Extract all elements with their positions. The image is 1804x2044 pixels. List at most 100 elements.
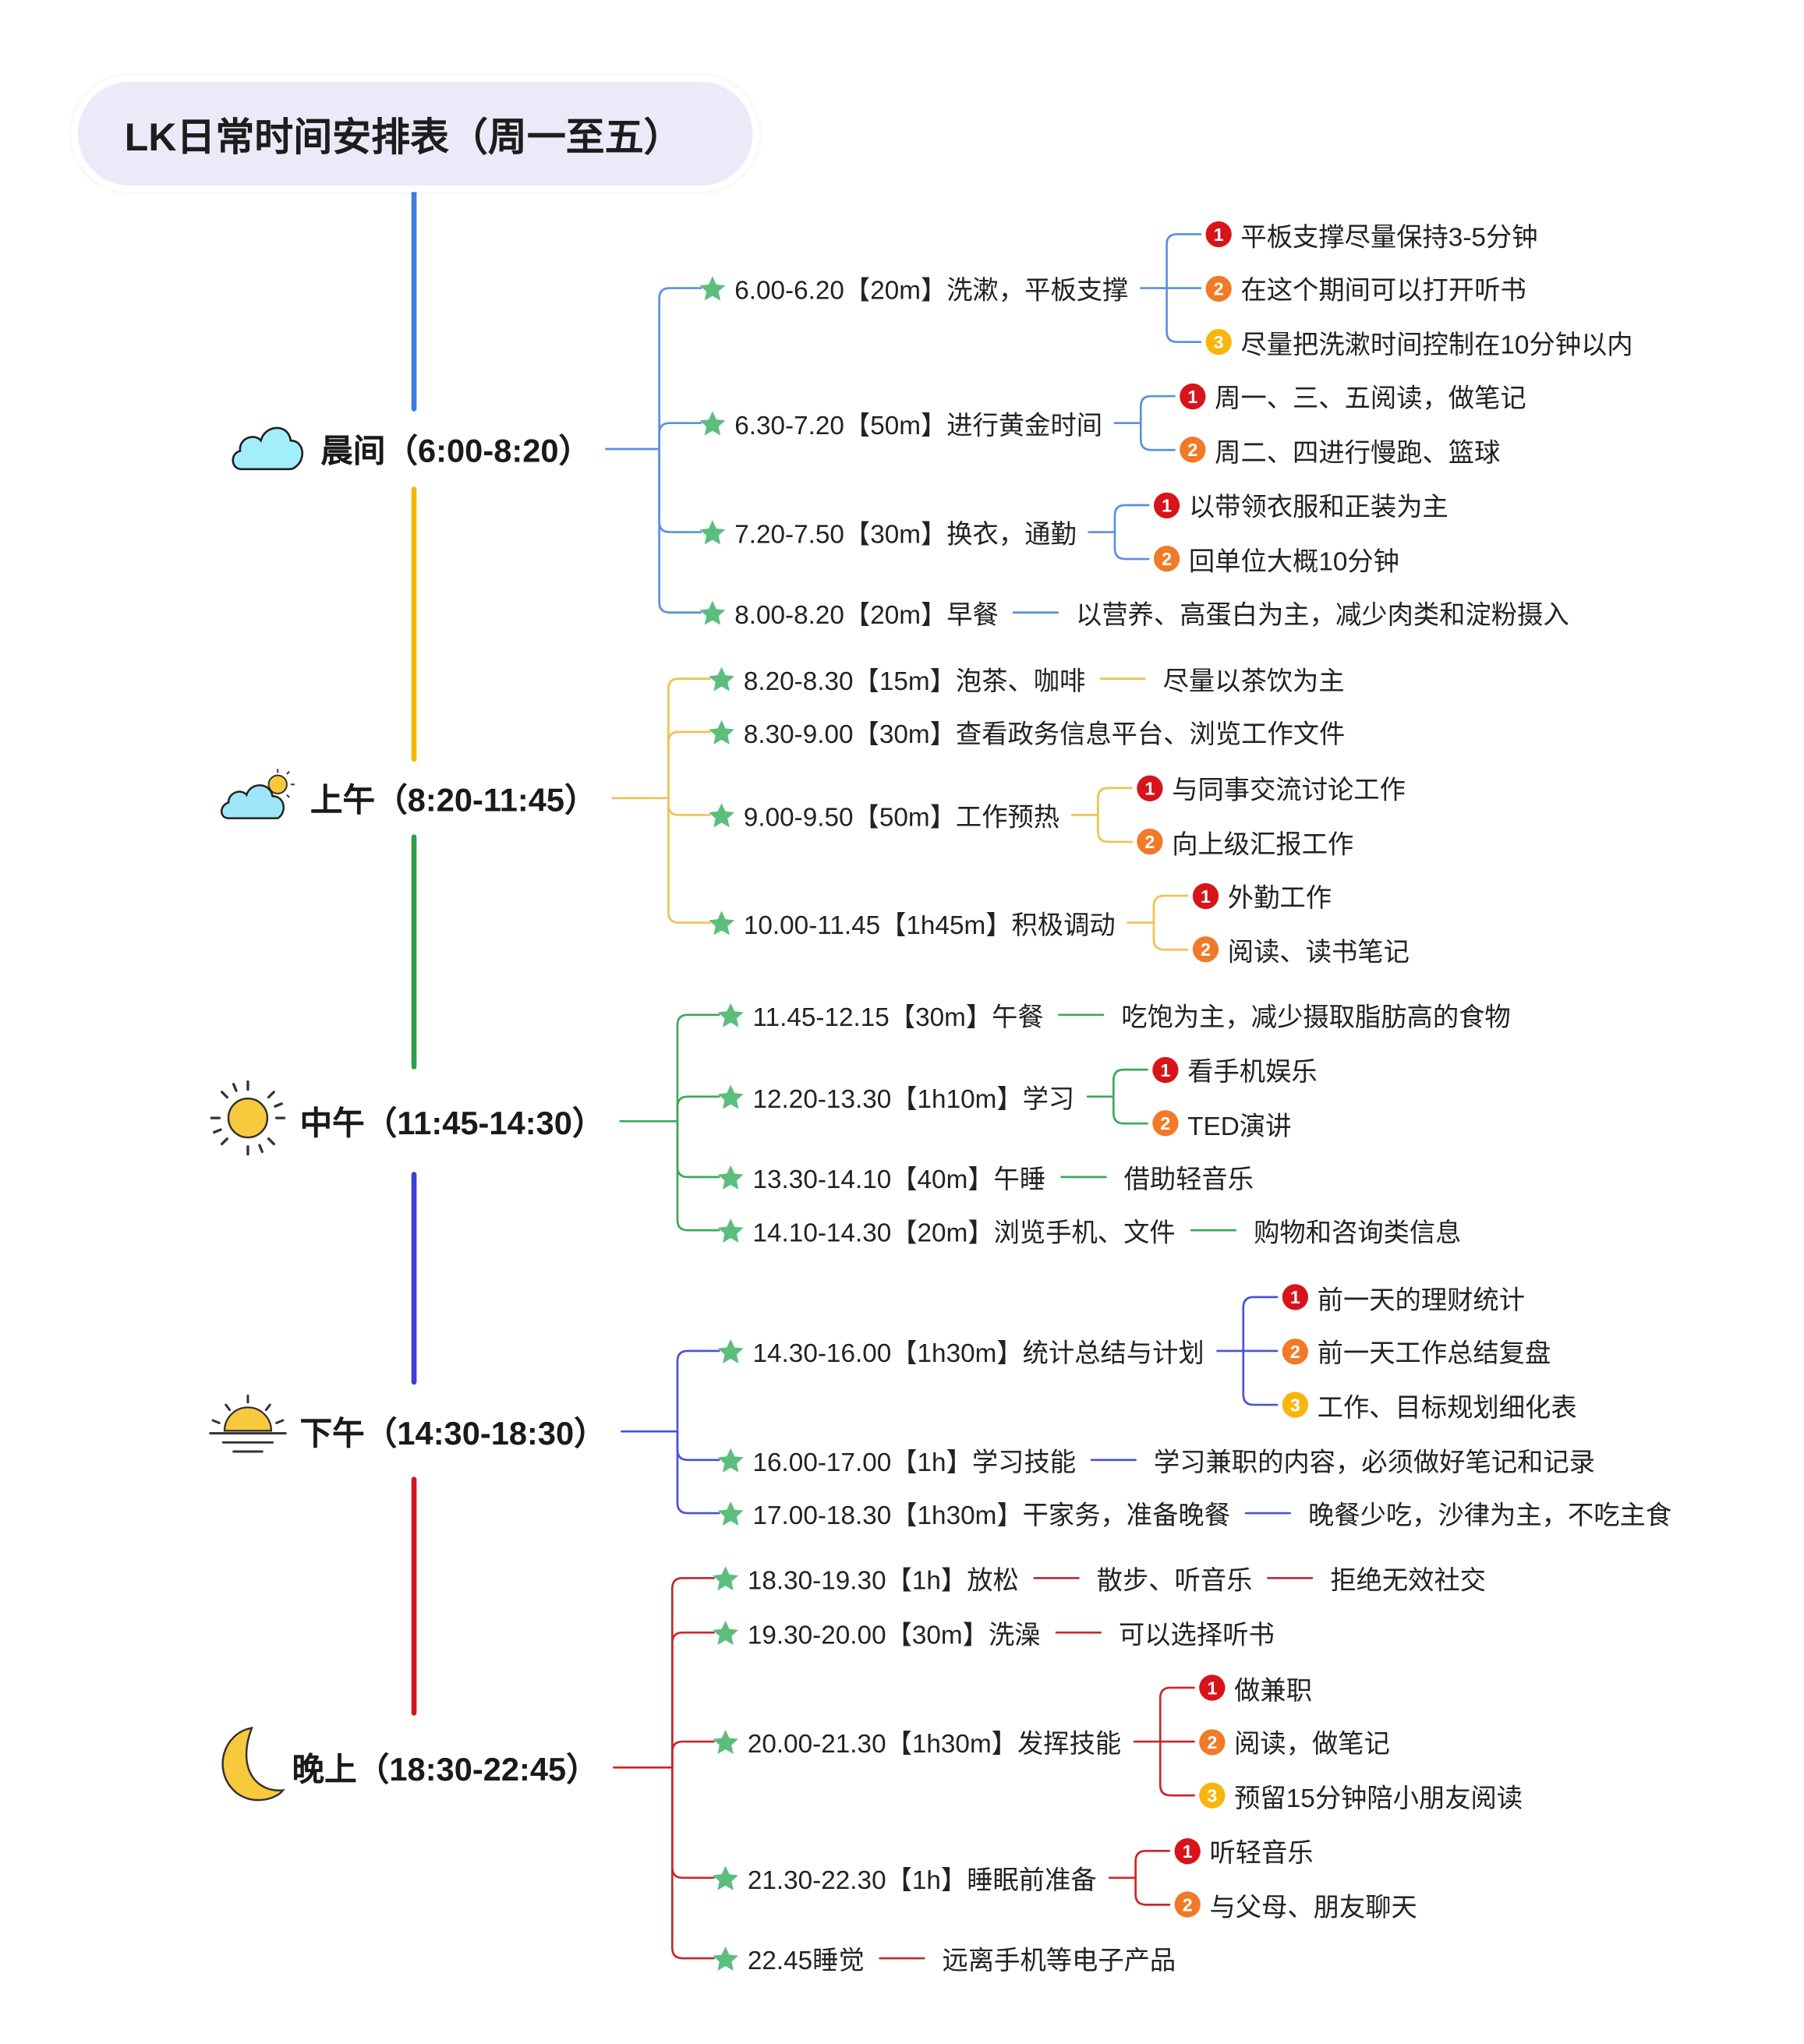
- sub-connector: [1113, 531, 1150, 561]
- sub-point[interactable]: 1 与同事交流讨论工作: [1137, 769, 1406, 807]
- sub-point-text: 与同事交流讨论工作: [1172, 776, 1406, 806]
- moon-icon: [213, 1723, 288, 1812]
- detail-note[interactable]: 借助轻音乐: [1123, 1165, 1254, 1195]
- time-block-item[interactable]: 6.30-7.20【50m】进行黄金时间: [699, 405, 1102, 442]
- star-icon: [713, 1946, 739, 1971]
- time-block-item[interactable]: 12.20-13.30【1h10m】学习: [716, 1078, 1074, 1116]
- sub-point[interactable]: 2 阅读、读书笔记: [1192, 931, 1410, 968]
- sub-point[interactable]: 2 向上级汇报工作: [1137, 823, 1353, 861]
- item-connector: [676, 1095, 720, 1123]
- detail-note[interactable]: 以营养、高蛋白为主，减少肉类和淀粉摄入: [1076, 601, 1569, 631]
- sub-point[interactable]: 3 工作、目标规划细化表: [1282, 1386, 1577, 1423]
- number-1-badge-icon: 1: [1153, 492, 1180, 518]
- sub-point[interactable]: 1 看手机娱乐: [1152, 1051, 1318, 1088]
- star-icon: [717, 1164, 744, 1189]
- item-connector: [658, 447, 702, 533]
- sub-connector: [1139, 394, 1176, 425]
- item-connector: [667, 797, 711, 924]
- time-block-item[interactable]: 13.30-14.10【40m】午睡: [716, 1158, 1045, 1196]
- sub-point[interactable]: 2 与父母、朋友聊天: [1174, 1886, 1417, 1923]
- sub-connector: [1097, 787, 1133, 816]
- number-1-badge-icon: 1: [1174, 1837, 1201, 1864]
- time-block-item[interactable]: 8.20-8.30【15m】泡茶、咖啡: [707, 660, 1085, 697]
- number-2-badge-icon: 2: [1282, 1338, 1309, 1364]
- star-icon: [699, 599, 726, 624]
- time-block-item[interactable]: 8.00-8.20【20m】早餐: [699, 594, 999, 631]
- time-block-item[interactable]: 6.00-6.20【20m】洗漱，平板支撑: [699, 269, 1128, 306]
- time-block-item[interactable]: 7.20-7.50【30m】换衣，通勤: [699, 513, 1077, 550]
- star-icon: [709, 666, 735, 691]
- time-block-item[interactable]: 17.00-18.30【1h30m】干家务，准备晚餐: [716, 1494, 1230, 1532]
- sub-point[interactable]: 1 周一、三、五阅读，做笔记: [1180, 377, 1526, 415]
- time-block-item[interactable]: 20.00-21.30【1h30m】发挥技能: [711, 1723, 1121, 1760]
- sub-point-text: 预留15分钟陪小朋友阅读: [1234, 1784, 1523, 1813]
- section-label[interactable]: 下午（14:30-18:30）: [299, 1416, 607, 1452]
- item-connector: [670, 1631, 715, 1769]
- section-label[interactable]: 上午（8:20-11:45）: [310, 782, 597, 819]
- detail-note[interactable]: 学习兼职的内容，必须做好笔记和记录: [1153, 1448, 1595, 1478]
- time-block-item[interactable]: 18.30-19.30【1h】放松: [711, 1559, 1019, 1597]
- time-block-text: 13.30-14.10【40m】午睡: [752, 1165, 1046, 1195]
- sub-point[interactable]: 2 回单位大概10分钟: [1153, 540, 1399, 578]
- sub-point-text: 向上级汇报工作: [1172, 830, 1354, 860]
- time-block-text: 6.30-7.20【50m】进行黄金时间: [734, 412, 1103, 441]
- star-icon: [709, 802, 735, 827]
- sub-connector: [1152, 921, 1189, 951]
- sub-point[interactable]: 3 尽量把洗漱时间控制在10分钟以内: [1205, 324, 1633, 361]
- sub-point[interactable]: 2 阅读，做笔记: [1199, 1723, 1390, 1760]
- sub-point[interactable]: 3 预留15分钟陪小朋友阅读: [1199, 1777, 1523, 1814]
- sub-point[interactable]: 1 听轻音乐: [1174, 1832, 1314, 1869]
- time-block-item[interactable]: 9.00-9.50【50m】工作预热: [707, 796, 1059, 833]
- sub-connector: [1242, 1296, 1279, 1353]
- item-connector: [676, 1013, 720, 1123]
- sub-point-text: TED演讲: [1187, 1112, 1292, 1141]
- sub-point-text: 工作、目标规划细化表: [1317, 1393, 1577, 1423]
- number-3-badge-icon: 3: [1205, 329, 1232, 355]
- time-block-item[interactable]: 19.30-20.00【30m】洗澡: [711, 1614, 1041, 1651]
- detail-note[interactable]: 购物和咨询类信息: [1254, 1218, 1462, 1248]
- sub-point[interactable]: 2 周二、四进行慢跑、篮球: [1180, 431, 1500, 469]
- time-block-text: 14.30-16.00【1h30m】统计总结与计划: [752, 1339, 1204, 1369]
- star-icon: [709, 910, 735, 935]
- detail-note[interactable]: 远离手机等电子产品: [942, 1947, 1176, 1976]
- time-block-item[interactable]: 11.45-12.15【30m】午餐: [716, 996, 1044, 1034]
- number-3-badge-icon: 3: [1282, 1392, 1309, 1418]
- sub-point[interactable]: 1 外勤工作: [1192, 877, 1332, 914]
- sub-point[interactable]: 2 在这个期间可以打开听书: [1205, 269, 1526, 306]
- sub-point-text: 做兼职: [1234, 1676, 1313, 1706]
- number-1-badge-icon: 1: [1205, 221, 1232, 248]
- detail-note[interactable]: 散步、听音乐: [1096, 1567, 1253, 1596]
- star-icon: [717, 1218, 744, 1243]
- section-label[interactable]: 晨间（6:00-8:20）: [320, 433, 592, 470]
- sub-point[interactable]: 1 前一天的理财统计: [1282, 1278, 1525, 1316]
- time-block-item[interactable]: 14.30-16.00【1h30m】统计总结与计划: [716, 1332, 1204, 1370]
- detail-note[interactable]: 吃饱为主，减少摄取脂肪高的食物: [1121, 1003, 1511, 1033]
- detail-note[interactable]: 可以选择听书: [1118, 1621, 1275, 1650]
- time-block-item[interactable]: 16.00-17.00【1h】学习技能: [716, 1441, 1076, 1479]
- detail-note[interactable]: 晚餐少吃，沙律为主，不吃主食: [1308, 1501, 1672, 1531]
- time-block-item[interactable]: 22.45睡觉: [711, 1940, 865, 1977]
- detail-note[interactable]: 拒绝无效社交: [1330, 1567, 1487, 1596]
- root-topic[interactable]: LK日常时间安排表（周一至五）: [71, 75, 759, 193]
- sub-connector: [1112, 1095, 1148, 1125]
- time-block-text: 14.10-14.30【20m】浏览手机、文件: [752, 1218, 1176, 1248]
- sub-point-text: 在这个期间可以打开听书: [1240, 277, 1526, 306]
- sub-connector: [1112, 1068, 1148, 1098]
- time-block-item[interactable]: 8.30-9.00【30m】查看政务信息平台、浏览工作文件: [707, 713, 1345, 751]
- sub-point[interactable]: 2 前一天工作总结复盘: [1282, 1332, 1551, 1370]
- sub-point[interactable]: 1 以带领衣服和正装为主: [1153, 486, 1449, 524]
- detail-note[interactable]: 尽量以茶饮为主: [1162, 667, 1345, 697]
- section-label[interactable]: 中午（11:45-14:30）: [299, 1105, 605, 1142]
- sub-point[interactable]: 1 做兼职: [1199, 1669, 1312, 1706]
- time-block-item[interactable]: 10.00-11.45【1h45m】积极调动: [707, 904, 1116, 941]
- sub-point-text: 阅读，做笔记: [1234, 1730, 1390, 1759]
- sub-point-text: 听轻音乐: [1209, 1840, 1314, 1869]
- time-block-item[interactable]: 14.10-14.30【20m】浏览手机、文件: [716, 1211, 1176, 1249]
- number-2-badge-icon: 2: [1205, 274, 1232, 302]
- time-block-item[interactable]: 21.30-22.30【1h】睡眠前准备: [711, 1859, 1097, 1897]
- sub-point[interactable]: 1 平板支撑尽量保持3-5分钟: [1205, 215, 1538, 253]
- section-label[interactable]: 晚上（18:30-22:45）: [292, 1752, 599, 1788]
- sub-point[interactable]: 2 TED演讲: [1152, 1105, 1291, 1142]
- sub-point-text: 以带领衣服和正装为主: [1188, 493, 1449, 523]
- star-icon: [699, 410, 726, 435]
